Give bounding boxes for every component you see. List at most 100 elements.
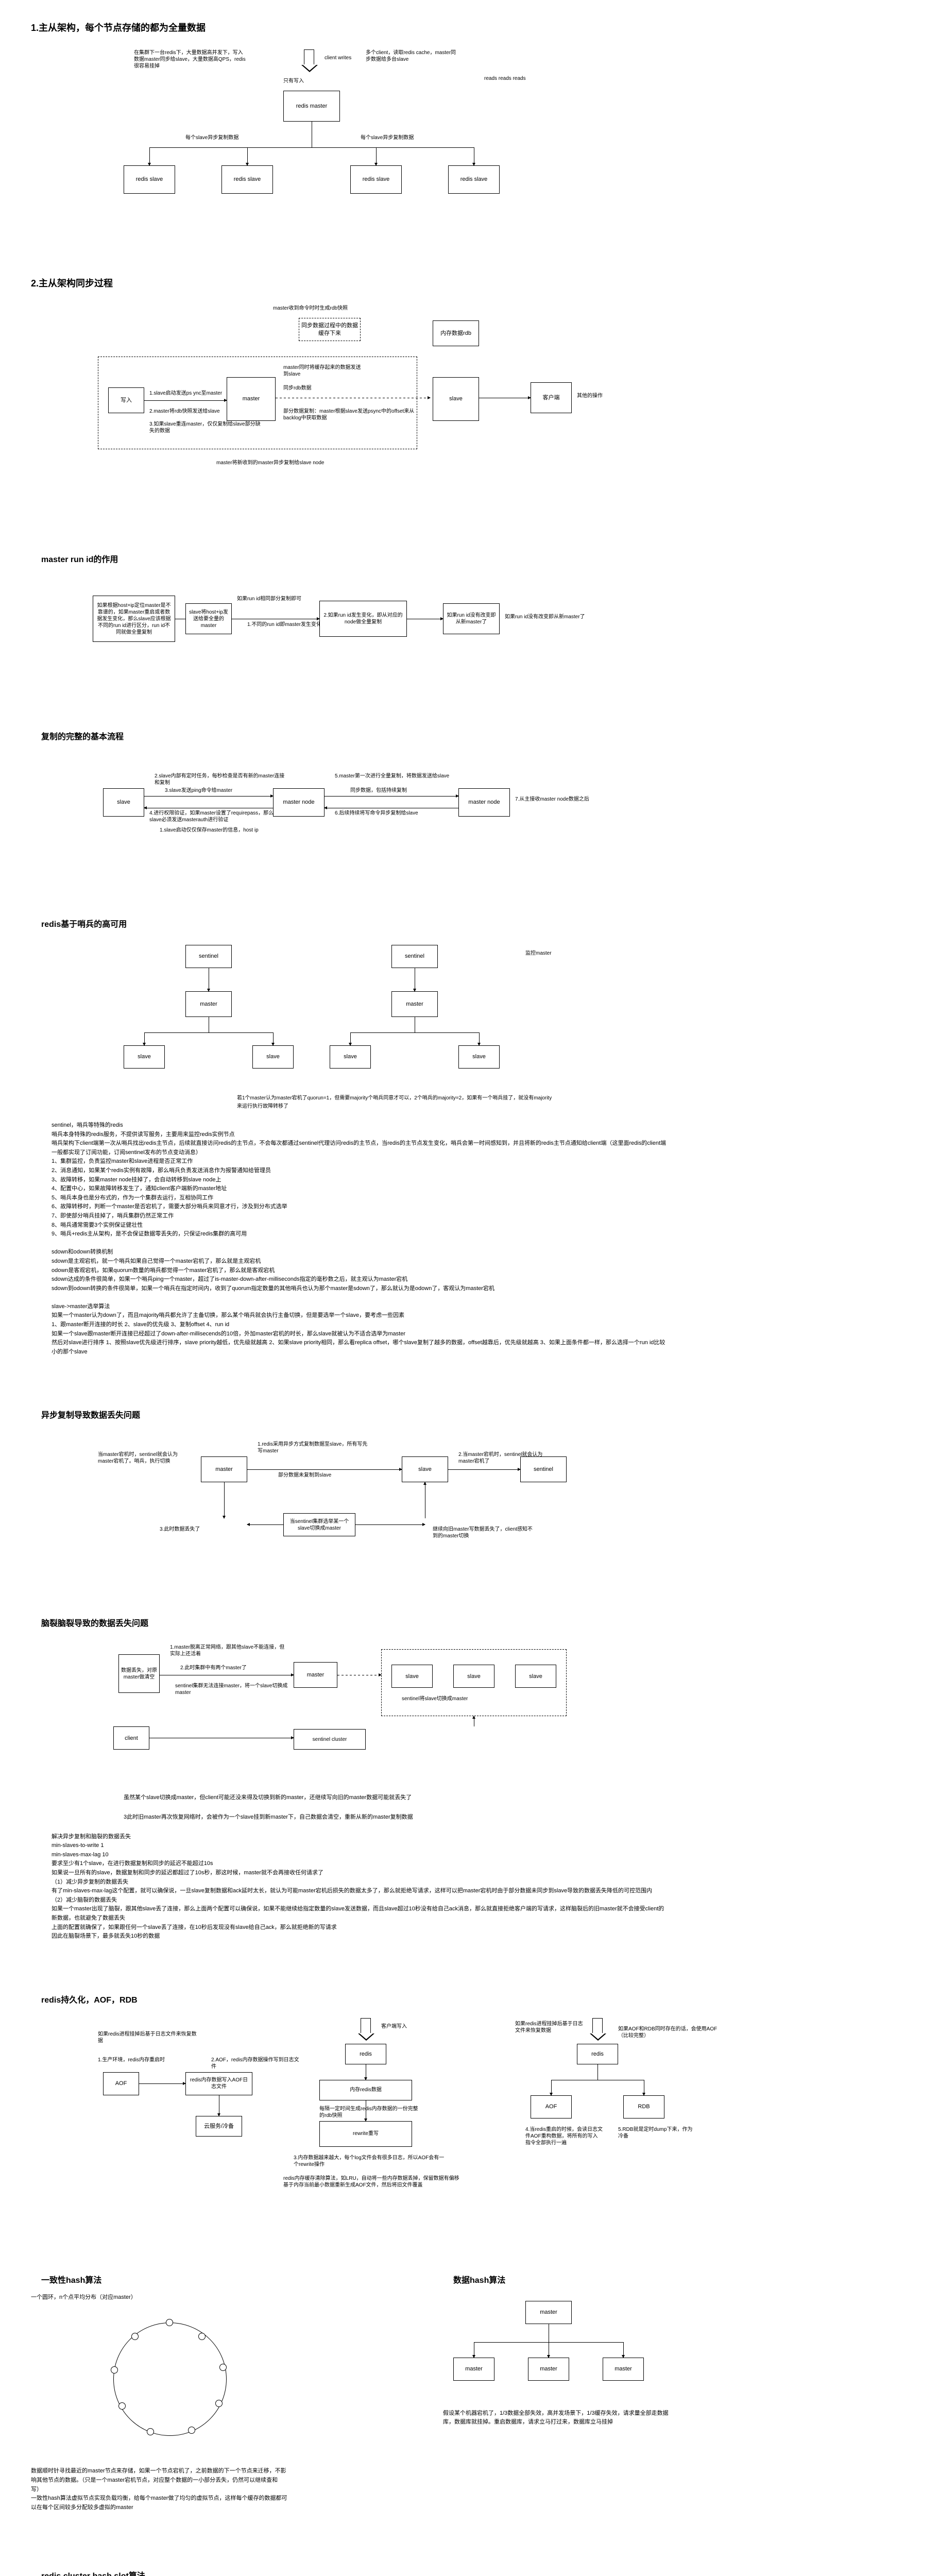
s8-client-write: 客户端写入 [381,2023,407,2030]
s1-write: 只有写入 [283,78,304,84]
s2-master-note: master收到命令时时生成rdb快照 [273,305,402,312]
s2-client: 客户端 [531,382,572,413]
s4-step8: 7.从主接收master node数据之后 [515,796,608,803]
s8-redis-r: redis [577,2044,618,2064]
s5-slave2: slave [252,1045,294,1069]
section-9: 一致性hash算法 一个圆环，n个点平均分布（对应master） 数据顺时针寻找… [31,2263,908,2518]
section-6: 异步复制导致数据丢失问题 当master宕机时，sentinel就会认为mast… [31,1408,908,1565]
s4-step5: 5.master第一次进行全量复制，将数据发送给slave [335,773,479,779]
s4-step4: 4.进行权限验证，如果master设置了requirepass，那么slave必… [149,810,283,823]
s8-redis-m: redis [345,2044,386,2064]
section-7: 脑裂脑裂导致的数据丢失问题 数据丢失，对原master做清空 1.master脱… [31,1616,908,1941]
s6-client-note: 继续向旧master写数据丢失了，client感知不到的master切换 [433,1526,536,1539]
s1-slave4: redis slave [448,165,500,194]
s8-note5: redis内存缓存清除算法，如LRU，自动将一些内存数据丢掉，保留数据有偏移 基… [283,2175,464,2189]
s8-right-note1: 如果redis进程挂掉后基于日志文件来恢复数据 [515,2021,587,2034]
s6-step5: 3.此时数据丢失了 [160,1526,227,1533]
s3-box3: 如果run id相同部分复制即可 [237,596,304,602]
s3-diagram: 如果根据host+ip定位master是不靠谱的，如果master重启或者数据发… [31,575,908,678]
s4-step3: 3.slave发送ping命令给master [165,787,268,794]
s8-cold: 云服务/冷备 [196,2116,242,2137]
section-1: 1.主从架构，每个节点存储的都为全量数据 在集群下一台redis下，大量数据高并… [31,21,908,225]
s1-reads: reads reads reads [484,75,526,82]
s1-slave3: redis slave [350,165,402,194]
s8-left-note: 如果redis进程挂掉后基于日志文件来恢复数据 [98,2031,201,2044]
s6-step1: 1.redis采用异步方式复制数据至slave，所有写先写master [258,1441,371,1454]
s8-aof-l: AOF [103,2072,139,2095]
s2-ps1: 1.slave启动发送ps ync至master [149,390,227,397]
s9-m1: master [453,2358,494,2381]
s9-ring-note: 一个圆环，n个点平均分布（对应master） [31,2293,237,2302]
s8-note2: 2.AOF，redis内存数据操作写到日志文件 [211,2057,304,2070]
s2-client-sync: master同时将缓存起来的数据发送到slave [283,364,366,378]
s6-slave: slave [402,1456,448,1482]
section-4: 复制的完整的基本流程 slave 2.slave内部有定时任务，每秒检查是否有新… [31,730,908,866]
s7-sentinel: sentinel cluster [294,1729,366,1750]
s7-slave3: slave [515,1665,556,1688]
s2-resync: 3.如果slave重连master，仅仅复制给slave部分缺失的数据 [149,421,263,434]
s3-box4: 2.如果run id发生变化，即从对应的node做全量复制 [319,601,407,637]
s5-slave1: slave [124,1045,165,1069]
s8-client-arrow [361,2018,371,2033]
s2-other: 其他的操作 [577,393,603,399]
s9-master-top: master [525,2301,572,2324]
s8-memory: 内存redis数据 [319,2080,412,2100]
s4-step1: 1.slave启动仅仅保存master的信息，host ip [160,827,288,834]
s1-repl2: 每个slave异步复制数据 [361,134,414,141]
s4-slave: slave [103,788,144,817]
s8-note3: 每隔一定时间生成redis内存数据的一份完整的rdb快照 [319,2106,422,2119]
s8-aof-r: AOF [531,2095,572,2119]
s5-master1: master [185,991,232,1017]
s9-text1: 数据顺时针寻找最近的master节点来存储，如果一个节点宕机了，之前数据的下一个… [31,2467,288,2512]
s8-right-note2: 如果AOF和RDB同时存在的话，会使用AOF（比较完整） [618,2026,721,2039]
section-5: redis基于哨兵的高可用 sentinel sentinel 监控master… [31,917,908,1357]
s4-step2: 2.slave内部有定时任务，每秒检查是否有新的master连接和复制 [155,773,288,786]
s6-diagram: 当master宕机时，sentinel就会认为master宕机了。哨兵，执行切换… [31,1431,908,1565]
s3-title: master run id的作用 [41,552,908,565]
s1-master: redis master [283,91,340,122]
s7-note4: sentinel将slave切换成master [402,1696,505,1702]
s5-slave3: slave [330,1045,371,1069]
s1-repl1: 每个slave异步复制数据 [185,134,238,141]
s1-slave2: redis slave [221,165,273,194]
s5-sentinel1: sentinel [185,945,232,968]
s2-cache: 同步数据过程中的数据缓存下来 [299,318,361,341]
s8-rewrite: rewrite重写 [319,2121,412,2147]
section-10: redis cluster hash slot算法 redis cluster … [31,2569,908,2576]
s7-slave1: slave [391,1665,433,1688]
s4-title: 复制的完整的基本流程 [41,730,908,742]
s4-step6: 同步数据，包括持续复制 [350,787,443,794]
s4-step7: 6.后续持续将写命令异步复制给slave [335,810,469,817]
s6-title: 异步复制导致数据丢失问题 [41,1408,908,1420]
s8-note4: 3.内存数据越来越大，每个log文件会有很多日志，所以AOF会有一个rewrit… [294,2155,448,2168]
s8-title: redis持久化，AOF，RDB [41,1993,908,2005]
s7-box-old: 数据丢失，对原master做清空 [118,1654,160,1693]
s9-m3: master [603,2358,644,2381]
s1-note-right: 多个client，读取redis cache，master同步数据给多台slav… [366,49,458,63]
section-3: master run id的作用 如果根据host+ip定位master是不靠谱… [31,552,908,678]
s5-text: sentinel，哨兵等特殊的redis 哨兵本身特殊的redis服务，不提供读… [52,1121,670,1357]
s7-note1: 1.master脱离正常网络，跟其他slave不能连接，但实际上还活着 [170,1644,288,1657]
s9-ring [82,2312,288,2456]
s1-slave1: redis slave [124,165,175,194]
s7-master: master [294,1662,337,1688]
s9-m2: master [528,2358,569,2381]
s1-diagram: 在集群下一台redis下，大量数据高并发下，写入数据master同步给slave… [31,49,908,225]
s1-client-arrow [304,49,314,65]
s8-right-note3: 4.当redis重启的时候，会读日志文件AOF重构数据，将所有的写入指令全部执行… [525,2126,603,2146]
s7-text: 解决异步复制和脑裂的数据丢失 min-slaves-to-write 1 min… [52,1833,670,1941]
s9-hash: master master master master [443,2296,701,2399]
s8-diagram: 如果redis进程挂掉后基于日志文件来恢复数据 1.生产环境，redis内存重启… [31,2015,908,2211]
s9-title2: 数据hash算法 [453,2273,701,2285]
s5-title: redis基于哨兵的高可用 [41,917,908,929]
s9-text2: 假设某个机器宕机了，1/3数据全部失效，高并发场景下，1/3缓存失效，请求量全部… [443,2409,675,2427]
s7-note5: 虽然某个slave切换成master，但client可能还没来得及切换到新的ma… [124,1793,484,1803]
s5-master2: master [391,991,438,1017]
section-2: 2.主从架构同步过程 master收到命令时时生成rdb快照 同步数据过程中的数… [31,276,908,501]
s4-master2: master node [458,788,510,817]
section-8: redis持久化，AOF，RDB 如果redis进程挂掉后基于日志文件来恢复数据… [31,1993,908,2211]
s6-step4: 当sentinel集群选举某一个slave切换成master [283,1513,355,1536]
s10-title: redis cluster hash slot算法 [41,2569,908,2576]
s9-title1: 一致性hash算法 [41,2273,340,2285]
s7-note6: 3此时旧master再次恢复网络时，会被作为一个slave挂到新master下，… [124,1813,484,1822]
